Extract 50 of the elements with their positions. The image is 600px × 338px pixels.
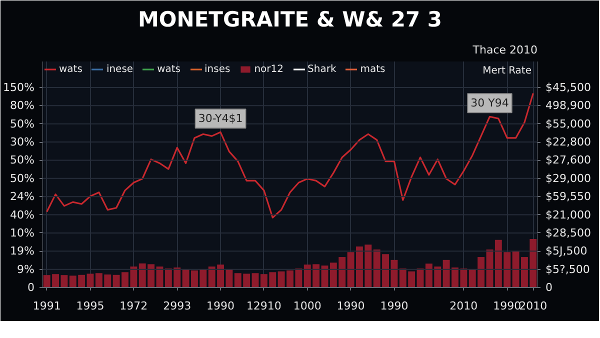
text: 0 [546,281,552,294]
text: 30% [10,136,35,149]
y2-axis-title: Thace 2010 [472,44,538,56]
text: $27,600 [546,154,591,167]
chart-title: MONETGRAITE & W& 27 3 [138,8,442,32]
legend-label: Shark [308,63,336,75]
annotation: 30-Y4$1 [198,112,243,126]
bar [252,273,259,288]
legend-label: wats [59,63,82,75]
text: $45,500 [546,81,591,94]
x-tick-label: 1990 [380,300,408,312]
text: 80% [10,99,35,112]
text: $5?,500 [546,262,590,276]
text: 40% [10,208,35,222]
text: $59,550 [546,190,591,204]
text: 10% [10,226,35,240]
x-tick-label: 1000 [293,300,322,312]
text: $29,000 [546,172,591,185]
text: 19% [10,244,35,258]
legend-label: wats [157,63,181,75]
text: 150% [3,81,35,94]
bar [86,274,94,288]
text: 24% [10,190,35,204]
x-tick-label: 2010 [450,300,478,312]
x-tick-label: 1990 [336,300,365,312]
x-tick-label: 2993 [163,300,192,312]
text: $28,500 [546,226,591,240]
text: $5J,500 [546,244,588,258]
x-tick-label: 1990 [493,300,522,312]
x-tick-label: 2010 [519,300,548,312]
x-tick-label: 1990 [206,300,235,312]
text: $55,000 [546,117,591,130]
legend-label: inese [106,63,134,75]
x-tick-label: 1991 [32,300,61,312]
text: 50% [10,117,35,130]
annotation: 30 Y94 [470,96,509,110]
text: 498,900 [546,99,591,112]
text: 50% [10,154,35,167]
text: Mert Rate [482,66,532,76]
text: 9% [17,262,34,276]
text: 50% [10,172,35,185]
text: $21,000 [546,208,591,222]
x-tick-label: 12910 [246,300,282,312]
text: $22,800 [546,136,591,149]
x-tick-label: 1995 [76,300,104,312]
legend-label: nor12 [254,63,284,75]
legend-label: inses [204,63,230,75]
x-tick-label: 1972 [120,300,148,312]
text: 0 [28,281,34,294]
legend-label: mats [360,63,386,75]
